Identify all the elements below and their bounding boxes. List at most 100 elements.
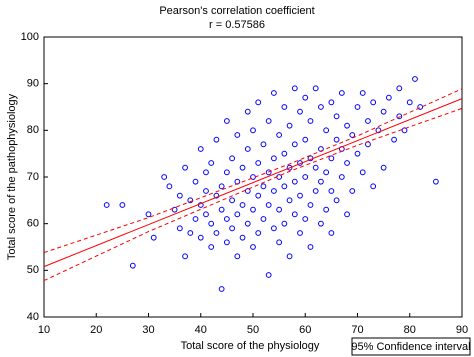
data-point <box>223 169 230 176</box>
data-point <box>281 150 288 157</box>
data-point <box>244 220 251 227</box>
data-point <box>213 136 220 143</box>
data-point <box>312 164 319 171</box>
data-point <box>417 104 424 110</box>
data-point <box>255 160 262 166</box>
data-point <box>265 272 272 278</box>
data-point <box>218 206 225 213</box>
data-point <box>401 127 408 134</box>
data-point <box>255 99 262 106</box>
data-point <box>406 99 413 106</box>
data-point <box>338 90 345 96</box>
data-point <box>244 108 251 115</box>
data-point <box>302 174 309 180</box>
data-point <box>276 206 283 213</box>
data-point <box>265 169 272 176</box>
data-point <box>391 136 397 143</box>
data-point <box>396 85 403 92</box>
data-point <box>328 230 335 236</box>
data-point <box>161 174 168 180</box>
data-point <box>276 239 283 246</box>
data-point <box>271 155 277 162</box>
data-point <box>265 118 272 124</box>
data-point <box>250 127 256 134</box>
data-point <box>323 169 330 176</box>
data-point <box>380 164 387 171</box>
data-point <box>380 108 387 115</box>
data-point <box>218 286 225 292</box>
data-point <box>312 85 319 92</box>
data-point <box>103 202 110 208</box>
data-point <box>208 160 215 166</box>
data-point <box>385 94 392 101</box>
data-point <box>344 122 350 129</box>
x-tick-label: 70 <box>351 324 363 336</box>
y-tick-label: 60 <box>27 218 39 230</box>
data-point <box>432 178 439 185</box>
y-tick-label: 80 <box>27 124 39 136</box>
data-point <box>318 178 324 185</box>
data-point <box>323 206 330 213</box>
data-point <box>239 164 246 171</box>
data-point <box>370 183 377 190</box>
data-point <box>370 99 377 106</box>
y-tick-label: 50 <box>27 264 39 276</box>
data-point <box>129 262 136 269</box>
data-point <box>291 178 298 185</box>
plot-frame <box>43 36 463 318</box>
data-point <box>234 253 241 260</box>
chart-subtitle: r = 0.57586 <box>209 19 265 31</box>
data-point <box>234 132 241 138</box>
data-point <box>244 146 251 152</box>
data-point <box>182 253 188 260</box>
data-point <box>344 160 350 166</box>
data-point <box>349 188 356 194</box>
data-point <box>333 197 340 204</box>
legend-box <box>351 337 471 356</box>
data-point <box>286 164 293 171</box>
data-point <box>223 118 230 124</box>
data-point <box>307 118 314 124</box>
x-tick-label: 90 <box>456 324 468 336</box>
data-point <box>281 104 288 110</box>
data-point <box>203 211 209 218</box>
x-tick-label: 80 <box>404 324 416 336</box>
data-point <box>297 108 303 115</box>
data-point <box>255 230 262 236</box>
data-point <box>286 197 293 204</box>
data-point <box>297 192 303 199</box>
data-point <box>271 188 277 194</box>
data-point <box>338 174 345 180</box>
data-point <box>223 216 230 222</box>
data-point <box>396 113 403 120</box>
data-point <box>244 188 251 194</box>
data-point <box>333 113 340 120</box>
data-point <box>239 202 246 208</box>
confidence-line <box>43 88 463 254</box>
legend-text: 95% Confidence interval <box>351 341 470 353</box>
data-point <box>302 216 309 222</box>
data-point <box>197 234 204 241</box>
data-point <box>354 104 361 110</box>
data-point <box>365 118 371 124</box>
x-tick-label: 20 <box>90 324 102 336</box>
data-point <box>229 155 236 162</box>
confidence-line <box>43 107 463 282</box>
x-axis-label: Total score of the physiology <box>181 340 320 352</box>
data-point <box>192 178 199 185</box>
data-point <box>213 230 220 236</box>
data-point <box>213 192 220 199</box>
data-point <box>197 146 204 152</box>
data-point <box>354 150 361 157</box>
data-point <box>323 127 330 134</box>
data-point <box>412 76 418 82</box>
data-point <box>291 141 298 148</box>
data-point <box>229 197 236 204</box>
data-point <box>203 188 209 194</box>
data-point <box>203 169 209 176</box>
data-point <box>234 211 241 218</box>
data-point <box>302 94 309 101</box>
data-point <box>260 183 267 190</box>
data-point <box>187 230 194 236</box>
